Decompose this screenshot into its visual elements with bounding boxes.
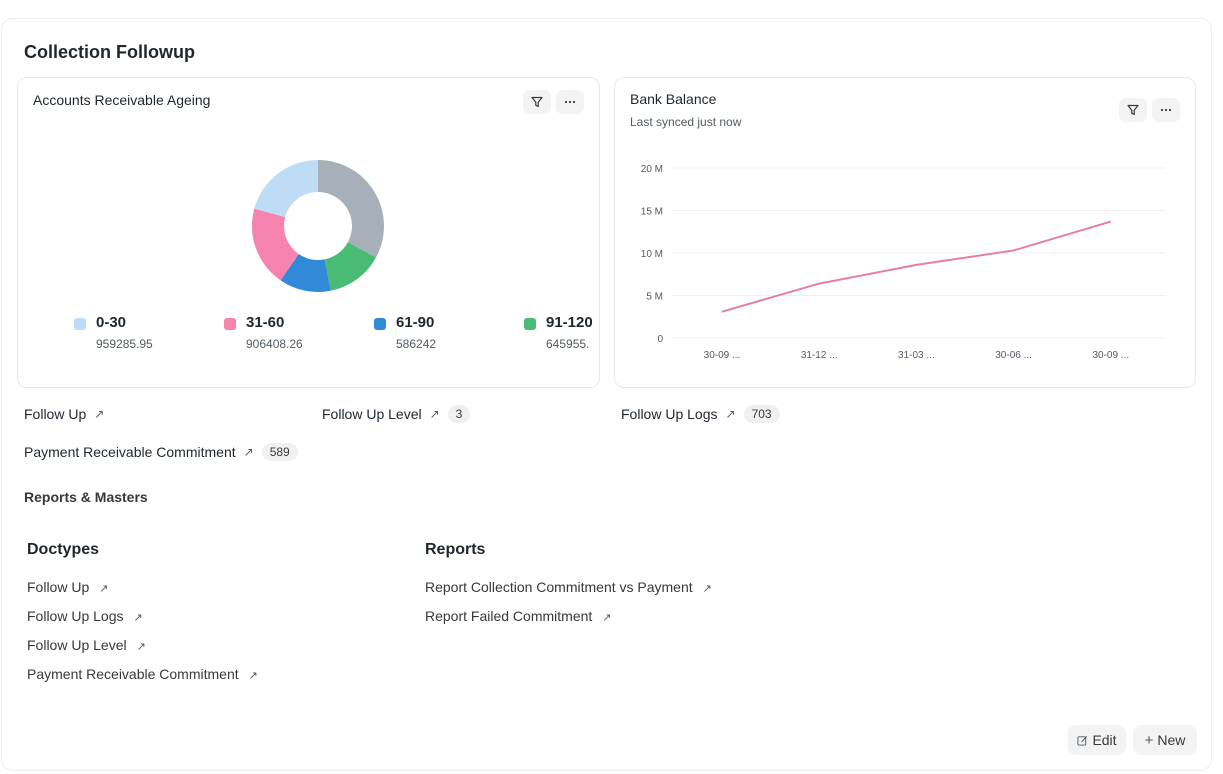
- report-link-failed-commitment[interactable]: Report Failed Commitment ↗: [425, 608, 612, 624]
- shortcut-label: Follow Up Level: [322, 406, 422, 422]
- legend-swatch: [74, 318, 86, 330]
- more-horizontal-icon: [1160, 108, 1172, 112]
- workspace-title: Collection Followup: [24, 42, 195, 62]
- arrow-up-right-icon: ↗: [99, 583, 109, 595]
- legend-swatch: [374, 318, 386, 330]
- link-label: Report Failed Commitment: [425, 608, 593, 624]
- reports-masters-heading: Reports & Masters: [24, 489, 148, 505]
- bank-balance-sync-status: Last synced just now: [630, 115, 742, 129]
- y-tick-label: 0: [657, 334, 663, 345]
- link-label: Payment Receivable Commitment: [27, 666, 239, 682]
- donut-slice-31-60: [252, 208, 299, 281]
- ageing-filter-button[interactable]: [523, 90, 551, 114]
- shortcut-follow-up-logs[interactable]: Follow Up Logs ↗ 703: [621, 405, 780, 423]
- x-tick-label: 30-09 ...: [704, 350, 741, 361]
- doctypes-title: Doctypes: [27, 541, 100, 558]
- link-label: Follow Up: [27, 579, 90, 595]
- filter-icon: [531, 96, 543, 108]
- legend-value: 906408.26: [246, 337, 303, 351]
- bank-balance-line-chart: 20 M 15 M 10 M 5 M 0 30-09 ... 31-12 ... 31-03 …: [641, 164, 1165, 361]
- y-tick-label: 15 M: [641, 207, 663, 218]
- donut-slice-0-30: [254, 160, 318, 218]
- legend-value: 586242: [396, 337, 437, 351]
- count-badge: 703: [743, 405, 780, 423]
- arrow-up-right-icon: ↗: [136, 641, 146, 653]
- legend-swatch: [224, 318, 236, 330]
- bank-filter-button[interactable]: [1119, 98, 1147, 122]
- x-tick-label: 30-06 ...: [995, 350, 1032, 361]
- edit-label: Edit: [1092, 732, 1117, 748]
- ageing-chart-card: Accounts Receivable Ageing: [17, 77, 600, 388]
- arrow-up-right-icon: ↗: [133, 612, 143, 624]
- arrow-up-right-icon: ↗: [248, 670, 258, 682]
- donut-slice-91-120: [324, 242, 377, 291]
- legend-value: 959285.95: [96, 337, 153, 351]
- arrow-up-right-icon: ↗: [602, 612, 612, 624]
- ageing-chart-title: Accounts Receivable Ageing: [33, 92, 211, 108]
- x-tick-label: 31-03 ...: [898, 350, 935, 361]
- x-tick-label: 30-09 ...: [1092, 350, 1129, 361]
- shortcut-label: Payment Receivable Commitment: [24, 444, 236, 460]
- link-label: Follow Up Level: [27, 637, 127, 653]
- arrow-up-right-icon: ↗: [725, 407, 736, 421]
- count-badge: 3: [447, 405, 471, 423]
- x-tick-label: 31-12 ...: [801, 350, 838, 361]
- shortcut-label: Follow Up Logs: [621, 406, 718, 422]
- arrow-up-right-icon: ↗: [94, 407, 105, 421]
- reports-title: Reports: [425, 541, 486, 558]
- shortcut-label: Follow Up: [24, 406, 87, 422]
- donut-slice-120-above: [318, 160, 384, 258]
- arrow-up-right-icon: ↗: [243, 445, 254, 459]
- bank-balance-title: Bank Balance: [630, 91, 717, 107]
- legend-swatch: [524, 318, 536, 330]
- more-horizontal-icon: [564, 100, 576, 104]
- doctype-link-payment-receivable-commitment[interactable]: Payment Receivable Commitment ↗: [27, 666, 258, 682]
- link-label: Report Collection Commitment vs Payment: [425, 579, 693, 595]
- ageing-more-button[interactable]: [556, 90, 584, 114]
- series-line: [721, 220, 1112, 313]
- legend-label: 91-120: [546, 314, 592, 331]
- legend-label: 0-30: [96, 314, 127, 331]
- y-tick-label: 10 M: [641, 249, 663, 260]
- bank-more-button[interactable]: [1152, 98, 1180, 122]
- new-button[interactable]: + New: [1133, 725, 1197, 755]
- shortcut-follow-up[interactable]: Follow Up ↗: [24, 406, 104, 422]
- new-label: New: [1157, 732, 1186, 748]
- bank-balance-card: Bank Balance Last synced just now 20 M 15…: [614, 77, 1196, 388]
- arrow-up-right-icon: ↗: [702, 583, 712, 595]
- edit-icon: [1077, 735, 1088, 746]
- plus-icon: +: [1144, 731, 1154, 749]
- report-link-collection-commitment-vs-payment[interactable]: Report Collection Commitment vs Payment ↗: [425, 579, 712, 595]
- ageing-donut-chart: [252, 160, 384, 292]
- link-label: Follow Up Logs: [27, 608, 124, 624]
- shortcut-payment-receivable-commitment[interactable]: Payment Receivable Commitment ↗ 589: [24, 443, 298, 461]
- edit-button[interactable]: Edit: [1068, 725, 1126, 755]
- arrow-up-right-icon: ↗: [429, 407, 440, 421]
- doctype-link-follow-up-level[interactable]: Follow Up Level ↗: [27, 637, 146, 653]
- y-tick-label: 20 M: [641, 164, 663, 175]
- y-tick-label: 5 M: [646, 292, 663, 303]
- legend-label: 61-90: [396, 314, 435, 331]
- legend-label: 31-60: [246, 314, 285, 331]
- legend-value: 645955.: [546, 337, 590, 351]
- count-badge: 589: [261, 443, 298, 461]
- doctype-link-follow-up[interactable]: Follow Up ↗: [27, 579, 108, 595]
- shortcut-follow-up-level[interactable]: Follow Up Level ↗ 3: [322, 405, 471, 423]
- donut-slice-61-90: [280, 254, 331, 292]
- doctype-link-follow-up-logs[interactable]: Follow Up Logs ↗: [27, 608, 143, 624]
- filter-icon: [1127, 104, 1139, 116]
- ageing-legend: 0-30 959285.95 31-60 906408.26 61-90 586…: [56, 314, 592, 354]
